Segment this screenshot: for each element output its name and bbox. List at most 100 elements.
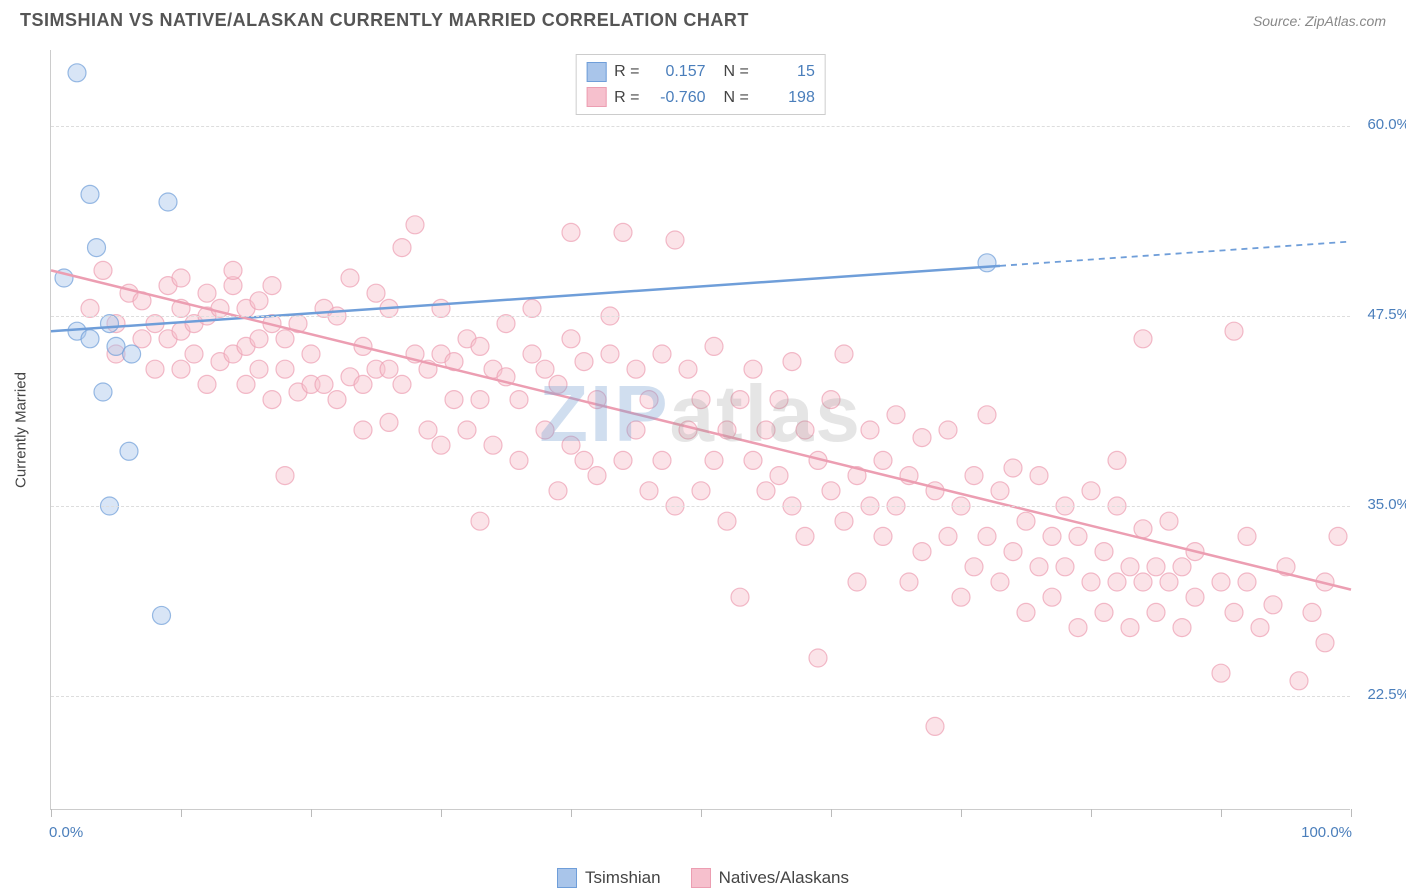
data-point [1095, 603, 1113, 621]
data-point [367, 284, 385, 302]
data-point [666, 231, 684, 249]
data-point [224, 261, 242, 279]
data-point [536, 360, 554, 378]
data-point [1225, 322, 1243, 340]
data-point [276, 360, 294, 378]
data-point [123, 345, 141, 363]
data-point [562, 436, 580, 454]
data-point [1017, 512, 1035, 530]
data-point [705, 451, 723, 469]
data-point [1069, 619, 1087, 637]
data-point [380, 413, 398, 431]
data-point [848, 573, 866, 591]
data-point [601, 345, 619, 363]
data-point [809, 649, 827, 667]
gridline [51, 506, 1350, 507]
trend-line-dashed [1000, 242, 1351, 266]
data-point [1121, 619, 1139, 637]
data-point [588, 467, 606, 485]
data-point [1147, 558, 1165, 576]
correlation-legend: R =0.157N =15R =-0.760N =198 [575, 54, 826, 115]
data-point [1108, 573, 1126, 591]
data-point [640, 391, 658, 409]
data-point [913, 429, 931, 447]
data-point [198, 284, 216, 302]
data-point [1082, 482, 1100, 500]
data-point [250, 330, 268, 348]
data-point [1121, 558, 1139, 576]
data-point [81, 299, 99, 317]
data-point [744, 451, 762, 469]
trend-line [51, 270, 1351, 589]
data-point [1108, 451, 1126, 469]
data-point [1030, 467, 1048, 485]
data-point [653, 345, 671, 363]
data-point [354, 421, 372, 439]
data-point [88, 239, 106, 257]
data-point [497, 315, 515, 333]
legend-label: Natives/Alaskans [719, 868, 849, 888]
data-point [393, 239, 411, 257]
data-point [900, 573, 918, 591]
data-point [731, 588, 749, 606]
data-point [770, 467, 788, 485]
x-tick [1091, 809, 1092, 817]
data-point [575, 353, 593, 371]
data-point [1238, 573, 1256, 591]
data-point [796, 527, 814, 545]
data-point [1082, 573, 1100, 591]
data-point [471, 337, 489, 355]
trend-line [51, 266, 1000, 331]
x-tick [441, 809, 442, 817]
data-point [94, 383, 112, 401]
data-point [939, 527, 957, 545]
x-tick [831, 809, 832, 817]
data-point [757, 421, 775, 439]
data-point [783, 353, 801, 371]
data-point [276, 330, 294, 348]
data-point [744, 360, 762, 378]
data-point [614, 223, 632, 241]
data-point [1017, 603, 1035, 621]
data-point [172, 269, 190, 287]
data-point [263, 277, 281, 295]
x-tick-label: 0.0% [49, 824, 83, 841]
x-tick [1351, 809, 1352, 817]
legend-swatch [586, 87, 606, 107]
data-point [1173, 558, 1191, 576]
data-point [692, 391, 710, 409]
legend-item: Natives/Alaskans [691, 868, 849, 888]
y-axis-label: Currently Married [13, 372, 30, 488]
data-point [822, 482, 840, 500]
data-point [965, 467, 983, 485]
data-point [614, 451, 632, 469]
data-point [991, 573, 1009, 591]
legend-swatch [557, 868, 577, 888]
data-point [328, 391, 346, 409]
data-point [432, 436, 450, 454]
data-point [393, 375, 411, 393]
data-point [153, 606, 171, 624]
legend-label: Tsimshian [585, 868, 661, 888]
data-point [432, 299, 450, 317]
data-point [523, 345, 541, 363]
source-credit: Source: ZipAtlas.com [1253, 13, 1386, 29]
data-point [1329, 527, 1347, 545]
data-point [562, 223, 580, 241]
data-point [1069, 527, 1087, 545]
data-point [1264, 596, 1282, 614]
y-tick-label: 47.5% [1367, 306, 1406, 323]
x-tick [571, 809, 572, 817]
data-point [627, 421, 645, 439]
data-point [549, 482, 567, 500]
data-point [770, 391, 788, 409]
data-point [978, 527, 996, 545]
y-tick-label: 60.0% [1367, 116, 1406, 133]
data-point [549, 375, 567, 393]
gridline [51, 316, 1350, 317]
data-point [627, 360, 645, 378]
x-tick [701, 809, 702, 817]
x-tick [961, 809, 962, 817]
x-tick [311, 809, 312, 817]
source-link[interactable]: ZipAtlas.com [1305, 13, 1386, 29]
